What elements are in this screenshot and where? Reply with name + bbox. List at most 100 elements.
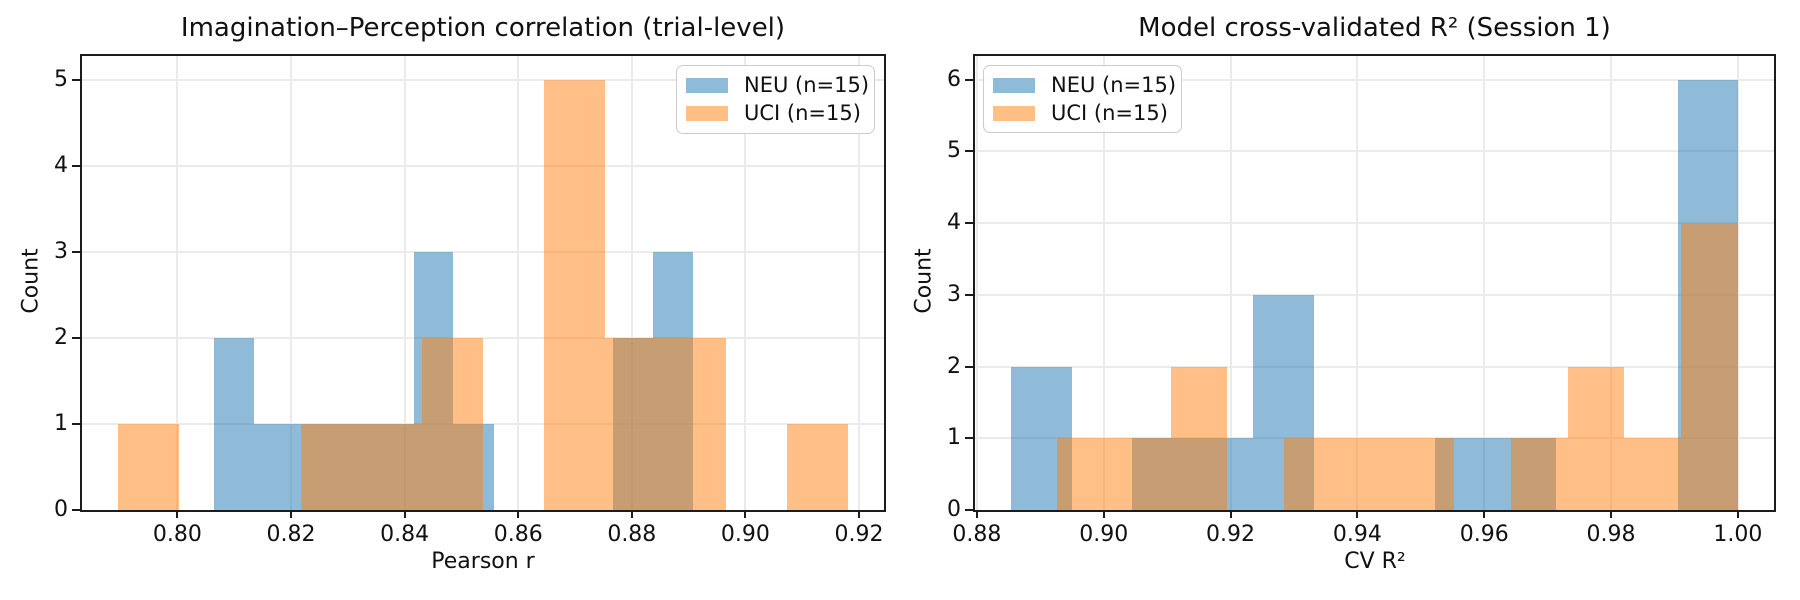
uci-swatch bbox=[993, 105, 1035, 121]
histogram-bar bbox=[422, 338, 483, 510]
histogram-bar bbox=[1171, 366, 1227, 510]
legend-item-uci: UCI (n=15) bbox=[993, 100, 1170, 125]
histogram-bar bbox=[1341, 438, 1397, 510]
x-tick-mark bbox=[290, 510, 293, 518]
y-tick-label: 6 bbox=[947, 66, 961, 92]
gridline bbox=[630, 56, 633, 510]
x-tick-label: 0.80 bbox=[152, 522, 202, 547]
x-tick-label: 0.88 bbox=[952, 522, 1002, 547]
gridline bbox=[403, 56, 406, 510]
gridline bbox=[1356, 56, 1359, 510]
histogram-bar bbox=[665, 338, 726, 510]
right-plot-area: NEU (n=15) UCI (n=15) 0.88 0.90 0.92 0.94 0.… bbox=[947, 54, 1776, 547]
x-tick-label: 0.92 bbox=[1206, 522, 1256, 547]
legend-label-neu: NEU (n=15) bbox=[1051, 72, 1177, 97]
x-tick-mark bbox=[1102, 510, 1105, 518]
x-tick-label: 1.00 bbox=[1713, 522, 1763, 547]
histogram-bar bbox=[1624, 438, 1681, 510]
x-tick-label: 0.90 bbox=[720, 522, 770, 547]
neu-swatch bbox=[993, 77, 1035, 93]
neu-swatch bbox=[686, 78, 728, 93]
histogram-bar bbox=[1284, 438, 1341, 510]
y-tick-mark bbox=[965, 78, 973, 81]
x-tick-mark bbox=[517, 510, 520, 518]
gridline bbox=[82, 251, 884, 254]
right-legend: NEU (n=15) UCI (n=15) bbox=[983, 65, 1182, 133]
x-tick-label: 0.92 bbox=[834, 522, 884, 547]
y-tick-label: 4 bbox=[54, 152, 68, 178]
left-plot-area: NEU (n=15) UCI (n=15) 0.80 0.82 0.84 0.86 0.… bbox=[54, 54, 886, 547]
x-tick-mark bbox=[858, 510, 860, 518]
y-tick-mark bbox=[965, 509, 973, 511]
histogram-bar bbox=[254, 424, 294, 510]
y-tick-label: 2 bbox=[947, 353, 961, 379]
y-tick-label: 3 bbox=[54, 238, 68, 264]
right-x-axis-label: CV R² bbox=[1344, 549, 1406, 574]
x-tick-mark bbox=[744, 510, 747, 518]
gridline bbox=[975, 78, 1774, 81]
y-tick-mark bbox=[72, 79, 80, 82]
y-tick-label: 1 bbox=[54, 410, 68, 436]
legend-label-uci: UCI (n=15) bbox=[744, 101, 861, 125]
left-plot-title: Imagination–Perception correlation (tria… bbox=[180, 13, 786, 43]
x-tick-mark bbox=[176, 510, 179, 518]
left-legend: NEU (n=15) UCI (n=15) bbox=[676, 65, 875, 134]
y-tick-label: 2 bbox=[54, 324, 68, 350]
x-tick-mark bbox=[630, 510, 633, 518]
x-tick-label: 0.94 bbox=[1332, 522, 1382, 547]
histogram-bar bbox=[1511, 438, 1568, 510]
gridline bbox=[975, 150, 1774, 153]
gridline bbox=[82, 337, 884, 340]
x-tick-label: 0.82 bbox=[266, 522, 316, 547]
y-tick-mark bbox=[72, 165, 80, 168]
gridline bbox=[1483, 56, 1486, 510]
y-tick-label: 3 bbox=[947, 281, 961, 307]
y-tick-label: 5 bbox=[947, 138, 961, 164]
gridline bbox=[176, 56, 179, 510]
y-tick-label: 4 bbox=[947, 210, 961, 236]
gridline bbox=[975, 293, 1774, 296]
gridline bbox=[82, 79, 884, 82]
histogram-bar bbox=[214, 338, 254, 510]
histogram-bar bbox=[544, 80, 605, 510]
histogram-bar bbox=[118, 424, 179, 510]
y-tick-label: 0 bbox=[947, 496, 961, 522]
right-plot-title: Model cross-validated R² (Session 1) bbox=[1138, 13, 1611, 43]
y-tick-mark bbox=[965, 222, 973, 225]
y-tick-label: 1 bbox=[947, 425, 961, 451]
histogram-bar bbox=[361, 424, 422, 510]
x-tick-label: 0.86 bbox=[493, 522, 543, 547]
histogram-bar bbox=[1397, 438, 1454, 510]
x-tick-mark bbox=[975, 510, 978, 518]
y-tick-mark bbox=[965, 437, 973, 440]
histogram-bar bbox=[1057, 438, 1114, 510]
y-tick-label: 5 bbox=[54, 66, 68, 92]
x-tick-mark bbox=[1356, 510, 1359, 518]
y-tick-mark bbox=[72, 423, 80, 425]
gridline bbox=[517, 56, 520, 510]
y-tick-label: 0 bbox=[54, 496, 68, 522]
x-tick-mark bbox=[1736, 510, 1739, 518]
uci-swatch bbox=[686, 106, 728, 121]
histogram-bar bbox=[1568, 366, 1624, 510]
y-tick-mark bbox=[965, 150, 973, 153]
histogram-bar bbox=[1681, 223, 1738, 510]
gridline bbox=[82, 165, 884, 168]
gridline bbox=[975, 56, 978, 510]
legend-label-uci: UCI (n=15) bbox=[1051, 100, 1168, 125]
y-tick-mark bbox=[72, 251, 80, 254]
x-tick-label: 0.90 bbox=[1079, 522, 1129, 547]
gridline bbox=[975, 365, 1774, 368]
legend-label-neu: NEU (n=15) bbox=[744, 73, 870, 97]
legend-item-neu: NEU (n=15) bbox=[686, 75, 869, 96]
x-tick-mark bbox=[1610, 510, 1613, 518]
y-tick-mark bbox=[965, 293, 973, 296]
x-tick-mark bbox=[403, 510, 406, 518]
left-x-axis-label: Pearson r bbox=[431, 549, 535, 574]
gridline bbox=[744, 56, 747, 510]
x-tick-label: 0.98 bbox=[1586, 522, 1636, 547]
x-tick-mark bbox=[1229, 510, 1232, 518]
gridline bbox=[975, 222, 1774, 225]
gridline bbox=[1102, 56, 1105, 510]
histogram-bar bbox=[301, 424, 361, 510]
